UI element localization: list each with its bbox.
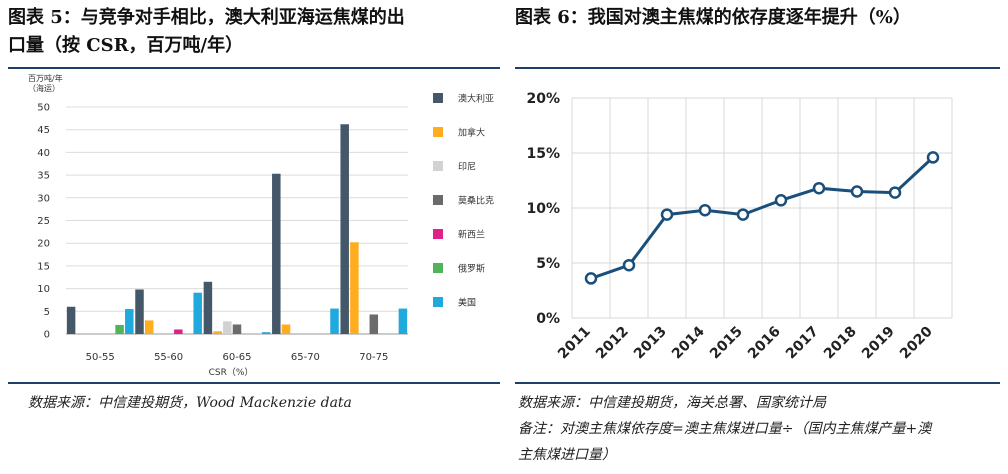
bar (203, 281, 213, 334)
bar (115, 324, 124, 334)
y-axis-label-line2: （海运） (28, 83, 60, 93)
data-point (584, 272, 598, 285)
bar (369, 314, 379, 334)
y-tick-label: 25 (37, 216, 50, 227)
legend-label: 俄罗斯 (458, 263, 485, 275)
data-point (622, 258, 636, 272)
y-tick-label: 0 (44, 330, 50, 341)
legend-label: 莫桑比克 (458, 195, 494, 207)
x-tick-label: 2012 (593, 324, 632, 363)
data-point (736, 208, 750, 221)
bar (261, 332, 271, 334)
bar (330, 308, 339, 334)
left-title-line1: 图表 5：与竞争对手相比，澳大利亚海运焦煤的出 (8, 7, 405, 28)
data-point (774, 194, 788, 207)
legend-label: 印尼 (458, 161, 476, 173)
data-point (850, 185, 864, 198)
bar (135, 289, 144, 334)
legend-label: 澳大利亚 (458, 93, 494, 105)
y-tick-label: 0% (536, 311, 560, 327)
bar (272, 173, 281, 334)
y-tick-label: 15 (37, 261, 50, 272)
bar (232, 324, 242, 334)
data-point (926, 151, 940, 164)
y-tick-label: 30 (37, 193, 50, 204)
bar (193, 292, 202, 334)
x-tick-label: 2015 (707, 324, 746, 363)
legend-swatch (433, 195, 443, 205)
legend-label: 新西兰 (458, 229, 485, 241)
y-axis-label-line1: 百万吨/年 (28, 73, 63, 83)
y-tick-label: 20% (526, 91, 560, 107)
x-tick-label: 55-60 (154, 352, 183, 363)
dependency-line (590, 156, 935, 280)
line-chart: 0%5%10%15%20% 2011 2012 2013 2014 2015 2016 20… (526, 91, 953, 363)
right-bottom-rule (515, 382, 1000, 384)
left-source-text: 数据来源：中信建投期货，Wood Mackenzie data (28, 395, 352, 411)
y-tick-label: 5% (536, 256, 560, 272)
data-point (660, 208, 674, 221)
bar (398, 308, 408, 334)
bar (66, 306, 76, 334)
legend-swatch (433, 263, 443, 273)
x-tick-label: 65-70 (291, 352, 320, 363)
x-tick-label: 50-55 (86, 352, 115, 363)
y-tick-label: 10 (37, 284, 50, 295)
right-source-block: 数据来源：中信建投期货，海关总署、国家统计局 备注：对澳主焦煤依存度=澳主焦煤进… (518, 392, 1002, 466)
data-point (812, 181, 826, 195)
x-tick-label: 2011 (555, 324, 594, 363)
data-point (698, 203, 712, 217)
right-note-line2: 主焦煤进口量） (518, 447, 616, 463)
left-bottom-rule (8, 382, 500, 384)
x-tick-label: 2018 (821, 324, 860, 363)
y-tick-label: 50 (37, 103, 50, 114)
bar (213, 331, 222, 334)
x-tick-label: 2013 (631, 324, 670, 363)
data-point (888, 186, 902, 199)
right-chart-title: 图表 6：我国对澳主焦煤的依存度逐年提升（%） (515, 7, 911, 28)
right-source-text: 数据来源：中信建投期货，海关总署、国家统计局 (518, 395, 826, 411)
right-top-rule (515, 67, 1000, 69)
x-tick-label: 70-75 (359, 352, 388, 363)
legend-swatch (433, 161, 443, 171)
y-tick-label: 5 (44, 307, 50, 318)
y-tick-label: 45 (37, 125, 50, 136)
bar (144, 320, 154, 334)
left-chart-title: 图表 5：与竞争对手相比，澳大利亚海运焦煤的出 口量（按 CSR，百万吨/年） (8, 4, 503, 60)
bar (174, 329, 183, 334)
x-tick-label: 2016 (745, 324, 784, 363)
bar (350, 242, 359, 334)
bar-chart: 百万吨/年 （海运） 0 5 10 15 20 25 30 35 40 45 50 50-55 55-… (28, 73, 494, 378)
y-tick-label: 20 (37, 239, 50, 250)
y-tick-label: 15% (526, 146, 560, 162)
y-tick-label: 10% (526, 201, 560, 217)
y-tick-label: 35 (37, 171, 50, 182)
legend-swatch (433, 229, 443, 239)
x-tick-label: 2017 (783, 324, 822, 363)
right-note-line1: 备注：对澳主焦煤依存度=澳主焦煤进口量÷（国内主焦煤产量+澳 (518, 421, 932, 437)
x-tick-label: 2019 (859, 324, 898, 363)
legend-swatch (433, 127, 443, 137)
bar (223, 321, 232, 334)
x-tick-label: 60-65 (222, 352, 251, 363)
legend-swatch (433, 297, 443, 307)
legend-swatch (433, 93, 443, 103)
legend-label: 加拿大 (458, 127, 485, 139)
left-title-line2: 口量（按 CSR，百万吨/年） (8, 35, 244, 56)
x-tick-label: 2014 (669, 323, 708, 362)
left-top-rule (8, 67, 500, 69)
x-tick-label: 2020 (897, 323, 936, 362)
bar (340, 124, 349, 334)
legend-label: 美国 (458, 297, 476, 309)
bar (281, 324, 291, 334)
y-tick-label: 40 (37, 148, 50, 159)
x-axis-label: CSR（%） (209, 367, 254, 378)
bar (125, 309, 134, 334)
